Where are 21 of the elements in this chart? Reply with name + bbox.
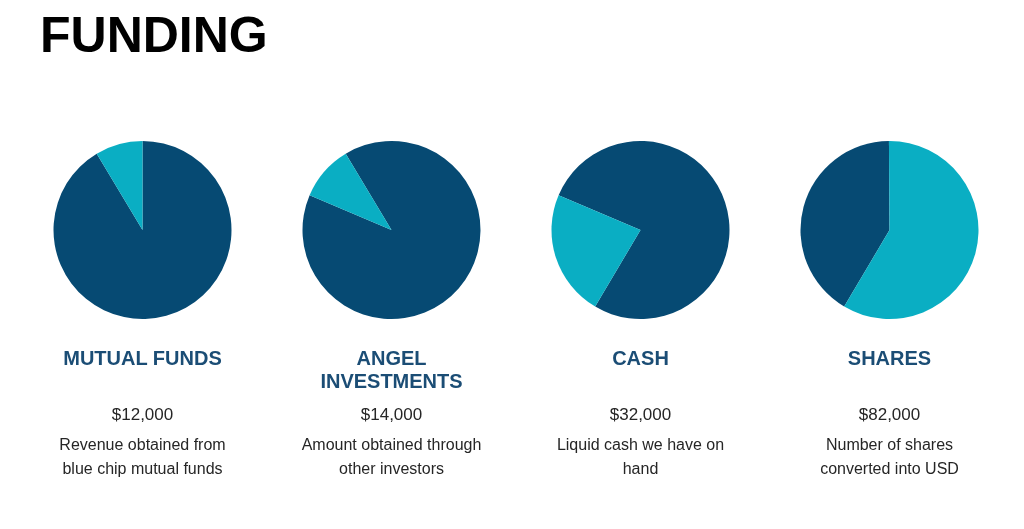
text: $14,000 (360, 405, 423, 424)
pie-slice (800, 141, 890, 307)
pie-slice (302, 141, 481, 319)
pie-slice (309, 153, 392, 230)
text: $32,000 (609, 405, 672, 424)
text: CASH (612, 347, 669, 369)
text: ANGEL INVESTMENTS (320, 347, 463, 392)
text: $82,000 (858, 405, 921, 424)
text: MUTUAL FUNDS (63, 347, 222, 369)
text: Amount obtained through other investors (301, 436, 482, 477)
pie-slice (96, 141, 143, 230)
pie-slice (53, 141, 232, 319)
pie-slice (551, 195, 641, 307)
pie-slice (844, 141, 979, 319)
text: FUNDING (40, 7, 268, 63)
text: Number of shares converted into USD (820, 436, 959, 477)
text: $12,000 (111, 405, 174, 424)
text: Revenue obtained from blue chip mutual funds (59, 436, 226, 477)
text: SHARES (847, 347, 932, 369)
pie-slice (558, 141, 730, 319)
text: Liquid cash we have on hand (556, 436, 725, 477)
